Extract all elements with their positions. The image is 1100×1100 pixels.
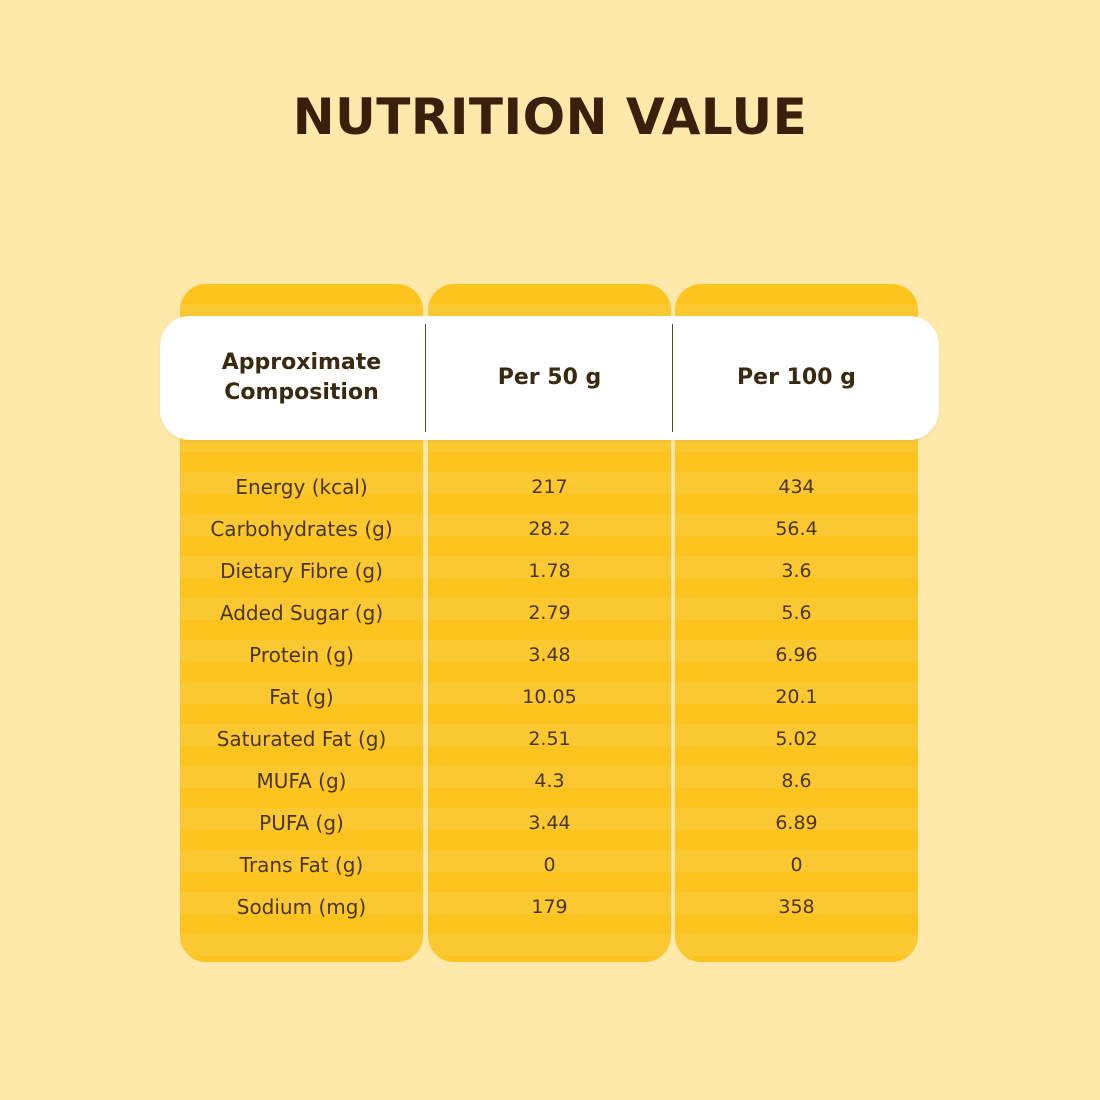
table-row: MUFA (g) 4.3 8.6 [0, 760, 1100, 802]
per-50g-value: 179 [531, 896, 568, 918]
table-body: Energy (kcal) 217 434 Carbohydrates (g) 28.2… [0, 466, 1100, 928]
nutrient-label: PUFA (g) [259, 811, 344, 835]
per-50g-value: 10.05 [522, 686, 577, 708]
per-50g-value: 28.2 [528, 518, 571, 540]
per-100g-value: 358 [778, 896, 815, 918]
table-row: Protein (g) 3.48 6.96 [0, 634, 1100, 676]
per-50g-value: 0 [543, 854, 556, 876]
nutrient-label: Protein (g) [249, 643, 354, 667]
header-per-100g: Per 100 g [737, 365, 856, 390]
table-row: Added Sugar (g) 2.79 5.6 [0, 592, 1100, 634]
per-50g-value: 3.48 [528, 644, 571, 666]
nutrient-label: Sodium (mg) [236, 895, 367, 919]
nutrient-label: Energy (kcal) [235, 475, 368, 499]
per-100g-value: 20.1 [775, 686, 818, 708]
per-100g-value: 8.6 [781, 770, 812, 792]
table-header [160, 316, 939, 440]
header-divider [425, 324, 426, 432]
per-50g-value: 3.44 [528, 812, 571, 834]
nutrient-label: Carbohydrates (g) [210, 517, 393, 541]
nutrient-label: Saturated Fat (g) [216, 727, 387, 751]
per-100g-value: 3.6 [781, 560, 812, 582]
nutrient-label: MUFA (g) [256, 769, 347, 793]
per-100g-value: 6.96 [775, 644, 818, 666]
table-row: Sodium (mg) 179 358 [0, 886, 1100, 928]
per-50g-value: 217 [531, 476, 568, 498]
table-row: Fat (g) 10.05 20.1 [0, 676, 1100, 718]
nutrient-label: Trans Fat (g) [239, 853, 364, 877]
per-50g-value: 4.3 [534, 770, 565, 792]
per-100g-value: 434 [778, 476, 815, 498]
per-50g-value: 2.51 [528, 728, 571, 750]
nutrient-label: Fat (g) [269, 685, 334, 709]
per-100g-value: 56.4 [775, 518, 818, 540]
page-title: NUTRITION VALUE [292, 88, 808, 146]
header-composition: Approximate Composition [221, 350, 382, 405]
per-100g-value: 6.89 [775, 812, 818, 834]
table-row: Energy (kcal) 217 434 [0, 466, 1100, 508]
per-50g-value: 1.78 [528, 560, 571, 582]
table-row: Trans Fat (g) 0 0 [0, 844, 1100, 886]
per-50g-value: 2.79 [528, 602, 571, 624]
header-per-50g: Per 50 g [497, 365, 602, 390]
nutrient-label: Added Sugar (g) [219, 601, 384, 625]
table-row: Dietary Fibre (g) 1.78 3.6 [0, 550, 1100, 592]
per-100g-value: 5.02 [775, 728, 818, 750]
nutrient-label: Dietary Fibre (g) [220, 559, 383, 583]
table-row: PUFA (g) 3.44 6.89 [0, 802, 1100, 844]
table-row: Carbohydrates (g) 28.2 56.4 [0, 508, 1100, 550]
per-100g-value: 0 [790, 854, 803, 876]
table-row: Saturated Fat (g) 2.51 5.02 [0, 718, 1100, 760]
per-100g-value: 5.6 [781, 602, 812, 624]
header-divider [672, 324, 673, 432]
